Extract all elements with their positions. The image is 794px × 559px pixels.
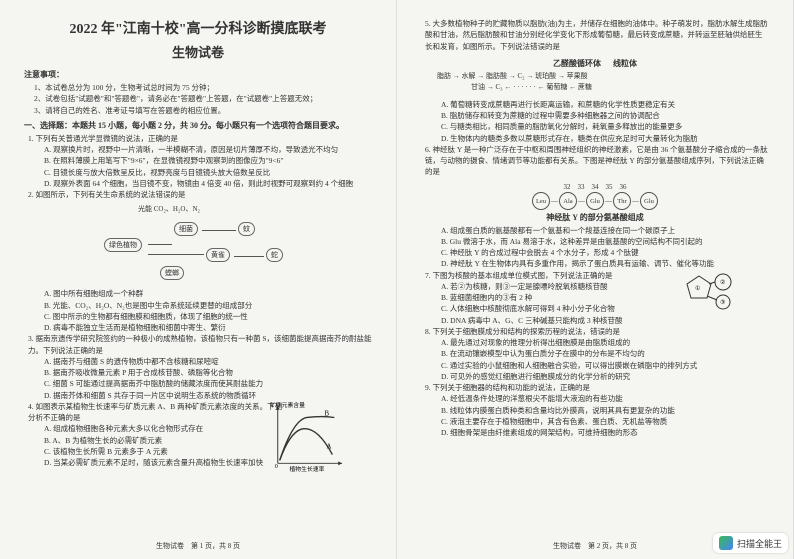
q2-opt: D. 病毒不能独立生活而是植物细胞和细菌中寄生、繁衍 — [44, 322, 372, 333]
peptide-residue: Thr — [613, 192, 631, 210]
q5-opt: A. 葡萄糖转变成蔗糖再进行长距离运输，和蔗糖的化学性质更稳定有关 — [441, 99, 769, 110]
peptide-residue: Ala — [559, 192, 577, 210]
q5-pathway: 乙醛酸循环体 线粒体 脂肪 → 水解 → 脂肪酸 → C₂ → 琥珀酸 → 苹果… — [437, 58, 753, 93]
page-footer-1: 生物试卷 第 1 页，共 8 页 — [0, 541, 396, 551]
q9-opt: C. 液泡主要存在于植物细胞中，其含有色素、蛋白质、无机盐等物质 — [441, 416, 769, 427]
notice-heading: 注意事项： — [24, 69, 372, 80]
q8-opt: B. 在流动镶嵌模型中认为蛋白质分子在膜中的分布是不均匀的 — [441, 348, 769, 359]
q5-opt: C. 与糖类相比，相同质量的脂肪氧化分解时，耗氧量多释放出的能量更多 — [441, 121, 769, 132]
q8-stem: 8. 下列关于细胞膜成分和结构的探索历程的说法，错误的是 — [425, 326, 769, 337]
svg-text:②: ② — [720, 279, 725, 286]
svg-text:A: A — [327, 443, 332, 450]
diagram-node: 黄雀 — [206, 248, 230, 262]
q7-opt: D. DNA 病毒中 A、G、C 三种碱基只能构成 3 种核苷酸 — [441, 315, 769, 326]
pathway-line: 甘油 → C₃ ← · · · · · · ← 葡萄糖 ← 蔗糖 — [471, 82, 753, 93]
svg-text:③: ③ — [720, 299, 725, 306]
q6-peptide-diagram: 32 33 34 35 36 Leu—Ala—Glu—Thr—Glu 神经肽 Y… — [421, 182, 769, 223]
q1-opt: C. 目镜长度与放大倍数呈反比，视野亮度与目镜镜头放大倍数呈反比 — [44, 167, 372, 178]
q3-opt: A. 据南芥与细菌 S 的遗传物质中都不含核糖和尿嘧啶 — [44, 356, 372, 367]
q5-opt: B. 脂肪储存和转变为蔗糖的过程中需要多种细胞器之间的协调配合 — [441, 110, 769, 121]
scanner-watermark: 扫描全能王 — [713, 533, 788, 553]
q1-opt: B. 在照料薄膜上用笔写下"9×6"，在显微镜视野中观察到的图像应为"9<6" — [44, 155, 372, 166]
svg-text:①: ① — [695, 285, 700, 292]
diagram-node: 绿色植物 — [104, 238, 142, 252]
q8-opt: C. 通过实验的小鼠细胞和人细胞融合实验，可以得出膜嵌在磷脂中的排列方式 — [441, 360, 769, 371]
diagram-node: 蛇 — [266, 248, 283, 262]
q6-opt: C. 神经肽 Y 的合成过程中会脱去 4 个水分子，形成 4 个肽键 — [441, 247, 769, 258]
q3-opt: C. 细菌 S 可能通过提高据南芥中脂肪酸的储藏浓度而使其耐盐能力 — [44, 378, 372, 389]
peptide-residue: Leu — [532, 192, 550, 210]
q6-opt: A. 组成蛋白质的氨基酸都有一个氨基和一个羧基连接在同一个碳原子上 — [441, 225, 769, 236]
q9-opt: B. 线粒体内膜蛋白质种类和含量均比外膜高，说明其具有更复杂的功能 — [441, 405, 769, 416]
diagram-input-label: 光能 CO₂、H₂O、N₂ — [138, 204, 200, 214]
section1-heading: 一、选择题：本题共 15 小题，每小题 2 分，共 30 分。每小题只有一个选项… — [24, 120, 372, 131]
q5-opt: D. 生物体内的糖类多数以蔗糖形式存在，糖类在供应充足时可大量转化为脂肪 — [441, 133, 769, 144]
svg-text:矿质元素含量: 矿质元素含量 — [270, 401, 305, 409]
q8-opt: D. 可见外的感觉红细胞进行细胞膜成分的化学分析的研究 — [441, 371, 769, 382]
q2-opt: C. 图中所示的生物都有细胞膜和细胞质，体现了细胞的统一性 — [44, 311, 372, 322]
diagram-node: 细菌 — [174, 222, 198, 236]
page-left: 2022 年"江南十校"高一分科诊断摸底联考 生物试卷 注意事项： 1、本试卷总… — [0, 0, 397, 559]
pathway-label: 乙醛酸循环体 — [553, 59, 601, 68]
svg-text:植物生长速率: 植物生长速率 — [289, 465, 324, 473]
notice-item: 2、试卷包括"试题卷"和"答题卷"，请务必在"答题卷"上答题，在"试题卷"上答题… — [34, 93, 372, 104]
q3-opt: B. 据南芥吸收微量元素 P 用于合成核苷酸、磷脂等化合物 — [44, 367, 372, 378]
q6-stem: 6. 神经肽 Y 是一种广泛存在于中枢和周围神经组织的神经激素，它是由 36 个… — [425, 144, 769, 178]
peptide-caption: 神经肽 Y 的部分氨基酸组成 — [421, 212, 769, 223]
q1-stem: 1. 下列有关普通光学显微镜的说法，正确的是 — [28, 133, 372, 144]
svg-text:0: 0 — [275, 464, 278, 470]
q8-opt: A. 最先通过对现象的推理分析得出细胞膜是由脂质组成的 — [441, 337, 769, 348]
scanner-icon — [719, 536, 733, 550]
notice-item: 1、本试卷总分为 100 分，生物考试总时间为 75 分钟； — [34, 82, 372, 93]
svg-text:B: B — [325, 410, 330, 417]
peptide-numbers: 32 33 34 35 36 — [421, 182, 769, 192]
diagram-node: 蚊 — [238, 222, 255, 236]
q1-opt: A. 观察换片时，视野中一片清晰，一半模糊不清，原因是切片薄厚不均，导致透光不均… — [44, 144, 372, 155]
pathway-label: 线粒体 — [613, 59, 637, 68]
q9-stem: 9. 下列关于细胞器的结构和功能的说法，正确的是 — [425, 382, 769, 393]
q7-diagram: ① ② ③ — [673, 270, 743, 314]
peptide-residue: Glu — [640, 192, 658, 210]
subject-title: 生物试卷 — [24, 42, 372, 61]
page-right: 5. 大多数植物种子的贮藏物质以脂肪(油)为主，并储存在细胞的油体中。种子萌发时… — [397, 0, 794, 559]
pathway-line: 脂肪 → 水解 → 脂肪酸 → C₂ → 琥珀酸 → 苹果酸 — [437, 71, 753, 82]
q2-opt: A. 图中所有细胞组成一个种群 — [44, 288, 372, 299]
q6-opt: B. Glu 微溶于水，而 Ala 易溶于水，这种差异是由氨基酸的空间结构不同引… — [441, 236, 769, 247]
q1-opt: D. 观察外表面 64 个细胞，当目镜不变，物镜由 4 倍变 40 倍，则此时视… — [44, 178, 372, 189]
q3-stem: 3. 据南京遗传学研究院签约的一种极小的成熟植物，该植物只有一种菌 S，该细菌能… — [28, 333, 372, 356]
diagram-node: 螳螂 — [160, 266, 184, 280]
watermark-text: 扫描全能王 — [737, 537, 782, 550]
q6-opt: D. 神经肽 Y 在生物体内具有多重作用，揭示了蛋白质具有运输、调节、催化等功能 — [441, 258, 769, 269]
q9-opt: A. 经低温条件处理的洋葱根尖不能增大液泡的有些功能 — [441, 393, 769, 404]
exam-title: 2022 年"江南十校"高一分科诊断摸底联考 — [24, 18, 372, 38]
q2-diagram: 光能 CO₂、H₂O、N₂ 绿色植物 细菌 蚊 黄雀 蛇 螳螂 — [98, 204, 298, 284]
q5-stem: 5. 大多数植物种子的贮藏物质以脂肪(油)为主，并储存在细胞的油体中。种子萌发时… — [425, 18, 769, 52]
q2-opt: B. 光能、CO₂、H₂O、N₂也是图中生命系统延续更替的组成部分 — [44, 300, 372, 311]
peptide-residue: Glu — [586, 192, 604, 210]
notice-item: 3、请将自己的姓名、准考证号填写在答题卷的相应位置。 — [34, 105, 372, 116]
q4-chart: B A 矿质元素含量 植物生长速率 0 — [268, 399, 346, 474]
q9-opt: D. 细胞骨架是由纤维素组成的网架结构，可维持细胞的形态 — [441, 427, 769, 438]
q2-stem: 2. 如图所示，下列有关生命系统的说法错误的是 — [28, 189, 372, 200]
